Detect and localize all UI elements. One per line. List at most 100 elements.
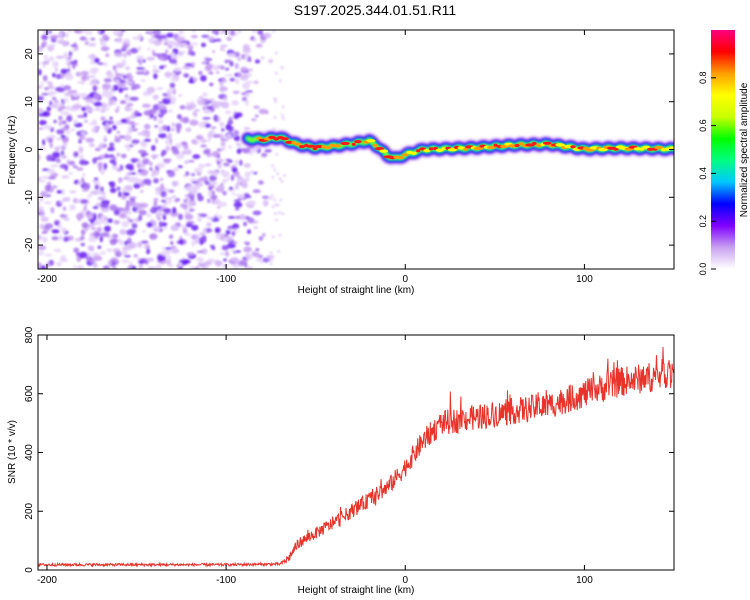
noise-blob	[171, 248, 180, 254]
noise-blob	[126, 200, 136, 207]
noise-blob	[133, 183, 141, 189]
noise-blob	[157, 209, 161, 214]
noise-blob	[199, 96, 204, 99]
noise-blob	[182, 50, 186, 55]
noise-blob	[87, 193, 93, 199]
noise-blob	[198, 232, 206, 236]
noise-blob	[222, 30, 229, 33]
noise-blob	[87, 215, 94, 219]
noise-blob	[219, 30, 224, 35]
noise-blob	[225, 110, 232, 115]
noise-blob	[55, 262, 63, 267]
noise-blob	[178, 51, 183, 57]
noise-blob	[255, 43, 263, 48]
noise-blob	[126, 266, 133, 269]
noise-blob	[170, 211, 179, 218]
noise-blob	[228, 116, 233, 122]
ridge-peak	[519, 142, 524, 146]
noise-blob	[60, 255, 67, 262]
noise-blob	[122, 79, 126, 83]
noise-blob	[86, 108, 95, 112]
noise-blob	[38, 211, 45, 217]
noise-blob	[100, 232, 110, 238]
noise-blob	[233, 201, 243, 208]
noise-blob	[55, 158, 61, 164]
colorbar-gradient	[711, 30, 735, 269]
noise-blob	[51, 102, 60, 109]
noise-blob	[147, 182, 151, 186]
spectrogram-x-tick-label: -100	[216, 274, 236, 285]
noise-blob	[51, 229, 60, 234]
ridge-peak	[374, 147, 385, 151]
noise-blob	[70, 128, 76, 132]
noise-blob	[163, 158, 172, 162]
noise-blob	[253, 226, 258, 229]
noise-blob	[165, 40, 175, 44]
noise-blob	[81, 106, 87, 112]
noise-blob	[247, 200, 256, 207]
noise-blob	[38, 206, 44, 210]
ridge-peak	[428, 147, 434, 151]
noise-blob	[150, 154, 159, 159]
spectrogram-y-ticks: -20 -10 0 10 20	[24, 48, 674, 252]
noise-blob	[184, 63, 193, 67]
noise-blob	[237, 73, 241, 76]
noise-blob	[61, 120, 67, 125]
noise-blob	[58, 145, 67, 149]
noise-blob	[42, 139, 46, 146]
ridge-peak	[447, 148, 458, 152]
noise-blob	[56, 190, 64, 194]
noise-blob	[76, 264, 85, 269]
noise-blob	[129, 245, 137, 249]
noise-blob	[239, 74, 249, 81]
noise-blob	[184, 160, 189, 165]
noise-blob	[79, 159, 87, 166]
noise-blob	[130, 86, 137, 91]
noise-blob	[232, 223, 240, 230]
noise-blob	[121, 87, 129, 91]
noise-blob	[221, 170, 230, 178]
noise-blob	[103, 134, 107, 141]
noise-blob	[117, 238, 122, 244]
ridge-peak	[354, 140, 362, 144]
noise-blob	[152, 69, 160, 73]
noise-blob	[78, 251, 88, 259]
ridge-peak	[379, 149, 389, 153]
noise-blob	[78, 135, 86, 140]
noise-blob	[125, 216, 131, 220]
noise-blob	[42, 191, 48, 196]
noise-blob	[80, 70, 89, 76]
noise-blob	[67, 55, 72, 61]
spectrogram-y-tick-label: -20	[24, 237, 35, 252]
noise-blob	[146, 222, 153, 228]
noise-blob	[185, 102, 193, 106]
noise-blob	[154, 125, 159, 128]
noise-blob	[160, 152, 165, 157]
noise-blob	[191, 240, 196, 247]
noise-blob	[91, 79, 100, 84]
noise-blob	[130, 47, 139, 54]
noise-blob	[127, 219, 134, 223]
noise-blob	[165, 49, 169, 54]
noise-blob	[61, 175, 70, 179]
noise-blob	[40, 175, 50, 179]
noise-blob	[213, 198, 221, 205]
noise-blob	[247, 229, 251, 235]
noise-blob	[112, 124, 117, 131]
noise-blob	[58, 32, 64, 38]
noise-blob	[106, 147, 116, 152]
noise-blob	[72, 62, 76, 70]
noise-blob	[138, 264, 144, 269]
noise-blob	[137, 132, 143, 136]
noise-blob	[152, 30, 161, 36]
noise-blob	[50, 164, 59, 168]
ridge-peak	[435, 148, 444, 152]
noise-blob	[184, 214, 194, 220]
snr-y-tick-label: 400	[24, 444, 35, 461]
noise-blob	[262, 199, 269, 207]
noise-blob	[126, 237, 132, 244]
noise-blob	[38, 177, 42, 181]
noise-blob	[209, 178, 215, 182]
noise-blob	[180, 225, 186, 228]
noise-blob	[78, 92, 88, 99]
